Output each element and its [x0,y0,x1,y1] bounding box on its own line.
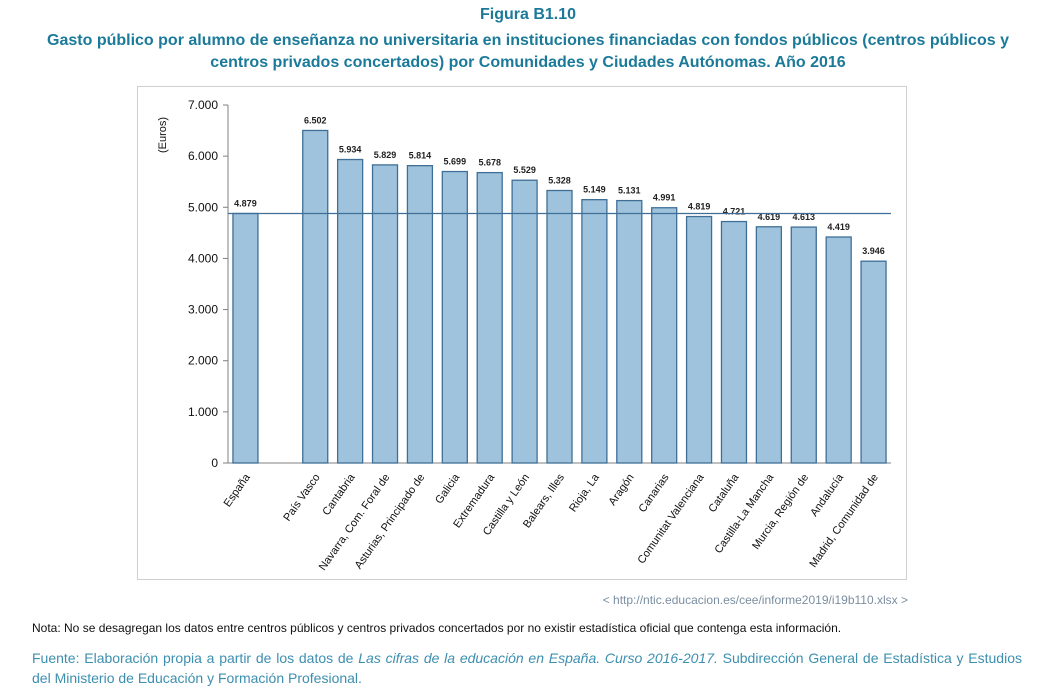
data-label: 5.678 [478,158,501,168]
bar [511,179,538,464]
data-label: 4.721 [723,207,746,217]
bar [302,129,329,464]
source-link[interactable]: < http://ntic.educacion.es/cee/informe20… [602,593,908,607]
data-label: 4.619 [758,212,781,222]
bar [860,260,887,464]
y-tick-label: 2.000 [188,354,218,368]
bar [406,165,434,464]
bar [685,215,713,464]
y-tick-label: 1.000 [188,405,218,419]
bar [651,207,678,464]
bar [546,189,573,464]
x-tick-label: Comunitat Valenciana [635,471,707,566]
y-tick-label: 6.000 [188,149,218,163]
bar [232,212,259,464]
y-tick-label: 7.000 [188,98,218,112]
x-tick-label: Aragón [607,472,637,508]
data-label: 4.819 [688,202,711,212]
bar [336,158,364,464]
x-tick-label: Galicia [433,471,463,506]
x-tick-label: Asturias, Principado de [353,472,428,572]
data-label: 4.613 [792,212,815,222]
x-tick-label: Cantabria [320,471,358,518]
data-label: 5.328 [548,176,571,186]
source-italic: Las cifras de la educación en España. Cu… [358,650,718,666]
source-prefix: Fuente: Elaboración propia a partir de l… [32,650,359,666]
data-label: 3.946 [862,246,885,256]
figure-label: Figura B1.10 [479,6,577,23]
data-label: 5.131 [618,186,641,196]
figure-title: Gasto público por alumno de enseñanza no… [47,32,1009,71]
data-label: 5.149 [583,185,606,195]
bar [371,164,399,464]
x-tick-label: Cataluña [706,471,742,515]
bar [720,220,748,464]
bar [790,226,817,464]
data-label: 5.814 [409,151,432,161]
data-label: 6.502 [304,115,327,125]
x-tick-label: Canarias [637,471,672,514]
bar [825,236,852,464]
data-label: 5.699 [444,157,467,167]
y-tick-label: 5.000 [188,200,218,214]
y-tick-label: 4.000 [188,251,218,265]
data-label: 4.991 [653,193,676,203]
x-tick-label: Madrid, Comunidad de [807,472,881,570]
note-text: Nota: No se desagregan los datos entre c… [32,621,842,635]
x-tick-label: Andalucía [808,471,846,519]
y-axis-label: (Euros) [157,117,169,153]
bar [581,199,608,464]
data-label: 5.529 [513,165,536,175]
x-tick-label: España [222,471,254,509]
x-tick-label: País Vasco [281,472,322,524]
bar-chart: 0 1.000 2.000 3.000 4.000 5.000 6.000 7.000 (Eur… [157,98,891,573]
data-label: 4.419 [827,222,850,232]
bar [616,199,643,464]
data-label: 5.829 [374,150,397,160]
bar [441,170,468,464]
y-tick-label: 0 [211,456,218,470]
source-suffix: Subdirección General de Estadística y Es… [32,650,1022,686]
bar [755,226,783,464]
x-tick-label: Rioja, La [567,471,602,514]
bar [476,171,503,464]
data-label: 4.879 [234,198,257,208]
data-label: 5.934 [339,145,362,155]
chart-frame: 0 1.000 2.000 3.000 4.000 5.000 6.000 7.000 (Eur… [137,86,907,580]
y-tick-label: 3.000 [188,303,218,317]
source-text: Fuente: Elaboración propia a partir de l… [32,648,1022,688]
